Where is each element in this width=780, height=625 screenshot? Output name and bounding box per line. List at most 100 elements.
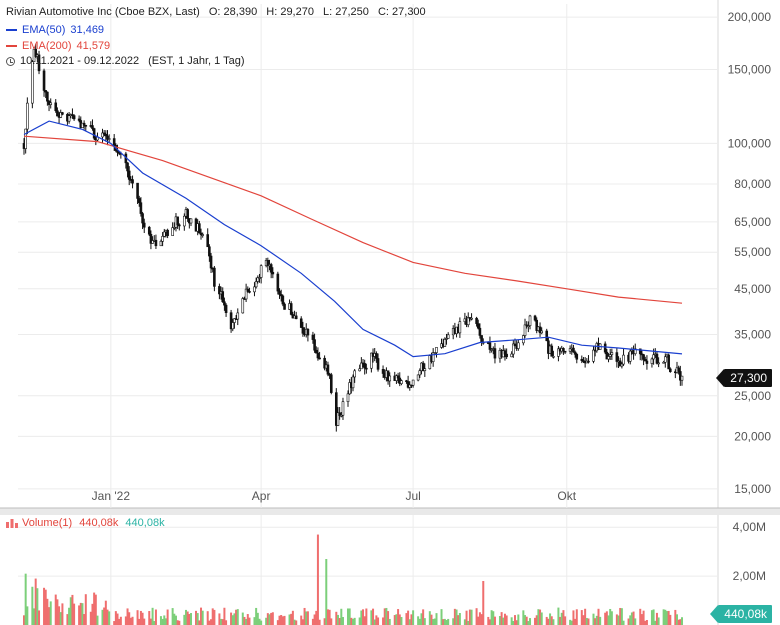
last-volume-badge: 440,08k: [710, 605, 772, 623]
volume-bar: [562, 610, 565, 625]
volume-bar: [91, 603, 94, 625]
volume-bar: [59, 612, 62, 625]
volume-bar: [352, 618, 354, 625]
candle-body: [276, 273, 280, 292]
candle-body: [517, 342, 520, 349]
volume-bar: [582, 615, 585, 625]
volume-bar: [522, 610, 525, 625]
volume-bar: [642, 610, 645, 625]
volume-bar: [610, 611, 613, 625]
volume-bar: [387, 611, 390, 625]
volume-bar: [253, 617, 256, 625]
volume-bar: [173, 613, 176, 625]
volume-bar: [572, 610, 575, 625]
volume-bar: [467, 620, 470, 625]
volume-bar: [256, 612, 259, 625]
volume-bar: [36, 588, 39, 625]
volume-bar: [260, 620, 263, 625]
volume-bar: [493, 616, 496, 625]
volume-tick-label: 2,00M: [733, 569, 766, 583]
volume-bar: [174, 615, 177, 625]
volume-bar: [113, 621, 116, 625]
candle-body: [314, 349, 318, 354]
volume-bar: [564, 616, 567, 625]
volume-bar: [54, 594, 57, 625]
volume-bar: [587, 618, 590, 625]
candle-body: [59, 112, 63, 118]
volume-bar: [200, 607, 203, 625]
volume-bar: [101, 609, 104, 625]
volume-bar: [341, 617, 344, 625]
volume-bar: [539, 609, 542, 625]
volume-bar: [423, 618, 426, 625]
candle-body: [183, 215, 186, 227]
candle-body: [299, 318, 303, 328]
volume-bar: [500, 612, 503, 625]
volume-bar: [478, 612, 481, 625]
volume-bar: [592, 613, 595, 625]
volume-bar: [268, 614, 271, 625]
volume-bar: [196, 613, 199, 625]
candle-body: [677, 367, 680, 372]
volume-bar: [540, 612, 543, 625]
candle-body: [336, 412, 340, 426]
price-axis: 200,000 150,000 100,000 80,000 65,000 55,000 4…: [728, 10, 772, 496]
candle-body: [476, 323, 480, 329]
volume-bar: [43, 587, 46, 625]
volume-bar: [206, 611, 209, 625]
volume-bar: [574, 618, 577, 625]
candle-body: [101, 132, 104, 138]
candle-body: [323, 357, 326, 369]
candle-body: [527, 325, 530, 327]
candle-body: [116, 150, 119, 153]
candle-body: [254, 281, 258, 288]
volume-bar: [255, 607, 258, 625]
volume-bar: [580, 610, 583, 625]
volume-bar: [652, 609, 655, 625]
candle-body: [365, 367, 368, 370]
ema50-legend[interactable]: EMA(50) 31,469: [6, 24, 104, 36]
candle-body: [488, 342, 492, 350]
volume-bar: [159, 616, 162, 625]
volume-bar: [213, 609, 216, 625]
volume-bar: [265, 617, 268, 625]
volume-bars: [23, 534, 683, 625]
candle-body: [198, 223, 201, 234]
candle-body: [615, 352, 619, 362]
volume-bar: [622, 620, 625, 625]
volume-bar: [301, 619, 304, 625]
ema200-value: 41,579: [76, 40, 111, 52]
ema200-legend[interactable]: EMA(200) 41,579: [6, 40, 110, 52]
y-tick-label: 25,000: [734, 389, 771, 403]
volume-bar: [148, 611, 151, 625]
volume-bar: [116, 613, 119, 625]
volume-bar: [513, 615, 516, 625]
candle-body: [253, 286, 256, 293]
open-value: O: 28,390: [208, 6, 258, 18]
volume-bar: [84, 594, 87, 625]
candle-body: [318, 357, 321, 360]
candle-body: [137, 198, 141, 203]
close-value: C: 27,300: [377, 6, 426, 18]
candle-body: [538, 326, 542, 334]
candle-body: [605, 351, 609, 360]
candle-body: [608, 354, 612, 357]
volume-bar: [118, 618, 121, 625]
volume-bar: [440, 609, 443, 625]
candle-body: [102, 132, 106, 135]
volume-bar: [218, 613, 221, 625]
volume-bar: [124, 616, 127, 625]
volume-bar: [435, 613, 438, 625]
ema50-label: EMA(50): [22, 24, 66, 36]
volume-bar: [490, 610, 493, 625]
candle-body: [107, 138, 111, 140]
volume-bar: [23, 615, 25, 625]
volume-bar: [186, 611, 189, 625]
volume-bar: [326, 609, 329, 625]
candle-body: [223, 301, 226, 306]
candle-body: [433, 352, 437, 354]
volume-bar: [69, 597, 72, 625]
volume-bar: [306, 611, 309, 625]
volume-legend[interactable]: Volume(1) 440,08k 440,08k: [6, 517, 165, 529]
